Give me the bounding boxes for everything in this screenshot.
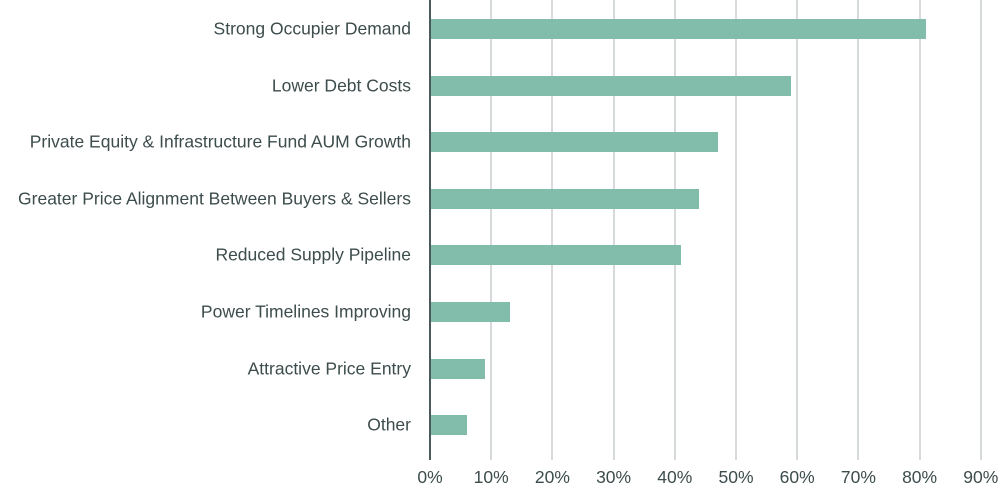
x-tick-label: 10% <box>473 467 509 487</box>
gridline <box>857 0 860 460</box>
category-label: Attractive Price Entry <box>247 358 411 379</box>
gridline <box>796 0 799 460</box>
category-label: Lower Debt Costs <box>271 75 411 96</box>
x-tick-label: 30% <box>596 467 632 487</box>
gridline <box>918 0 921 460</box>
category-label: Greater Price Alignment Between Buyers &… <box>18 188 411 209</box>
bar[interactable] <box>431 132 718 153</box>
x-tick-label: 60% <box>779 467 815 487</box>
bar[interactable] <box>431 19 926 39</box>
gridline <box>612 0 615 460</box>
x-tick-label: 40% <box>657 467 693 487</box>
x-tick-label: 70% <box>840 467 876 487</box>
x-tick-label: 20% <box>534 467 570 487</box>
category-label: Reduced Supply Pipeline <box>215 244 411 265</box>
bar[interactable] <box>431 415 467 436</box>
gridline <box>673 0 676 460</box>
gridline <box>979 0 982 460</box>
category-label: Strong Occupier Demand <box>213 18 411 39</box>
x-tick-label: 80% <box>902 467 938 487</box>
bar[interactable] <box>431 302 510 322</box>
bar[interactable] <box>431 358 486 379</box>
category-label: Other <box>367 414 411 435</box>
category-label: Private Equity & Infrastructure Fund AUM… <box>29 131 411 152</box>
x-tick-label: 90% <box>963 467 999 487</box>
x-tick-label: 50% <box>718 467 754 487</box>
category-label: Power Timelines Improving <box>200 301 411 322</box>
bar[interactable] <box>431 245 681 266</box>
bar[interactable] <box>431 75 792 96</box>
y-axis-line <box>429 0 431 460</box>
bar[interactable] <box>431 188 700 209</box>
gridline <box>735 0 737 460</box>
gridline <box>490 0 493 460</box>
x-tick-label: 0% <box>417 467 443 487</box>
gridline <box>551 0 554 460</box>
